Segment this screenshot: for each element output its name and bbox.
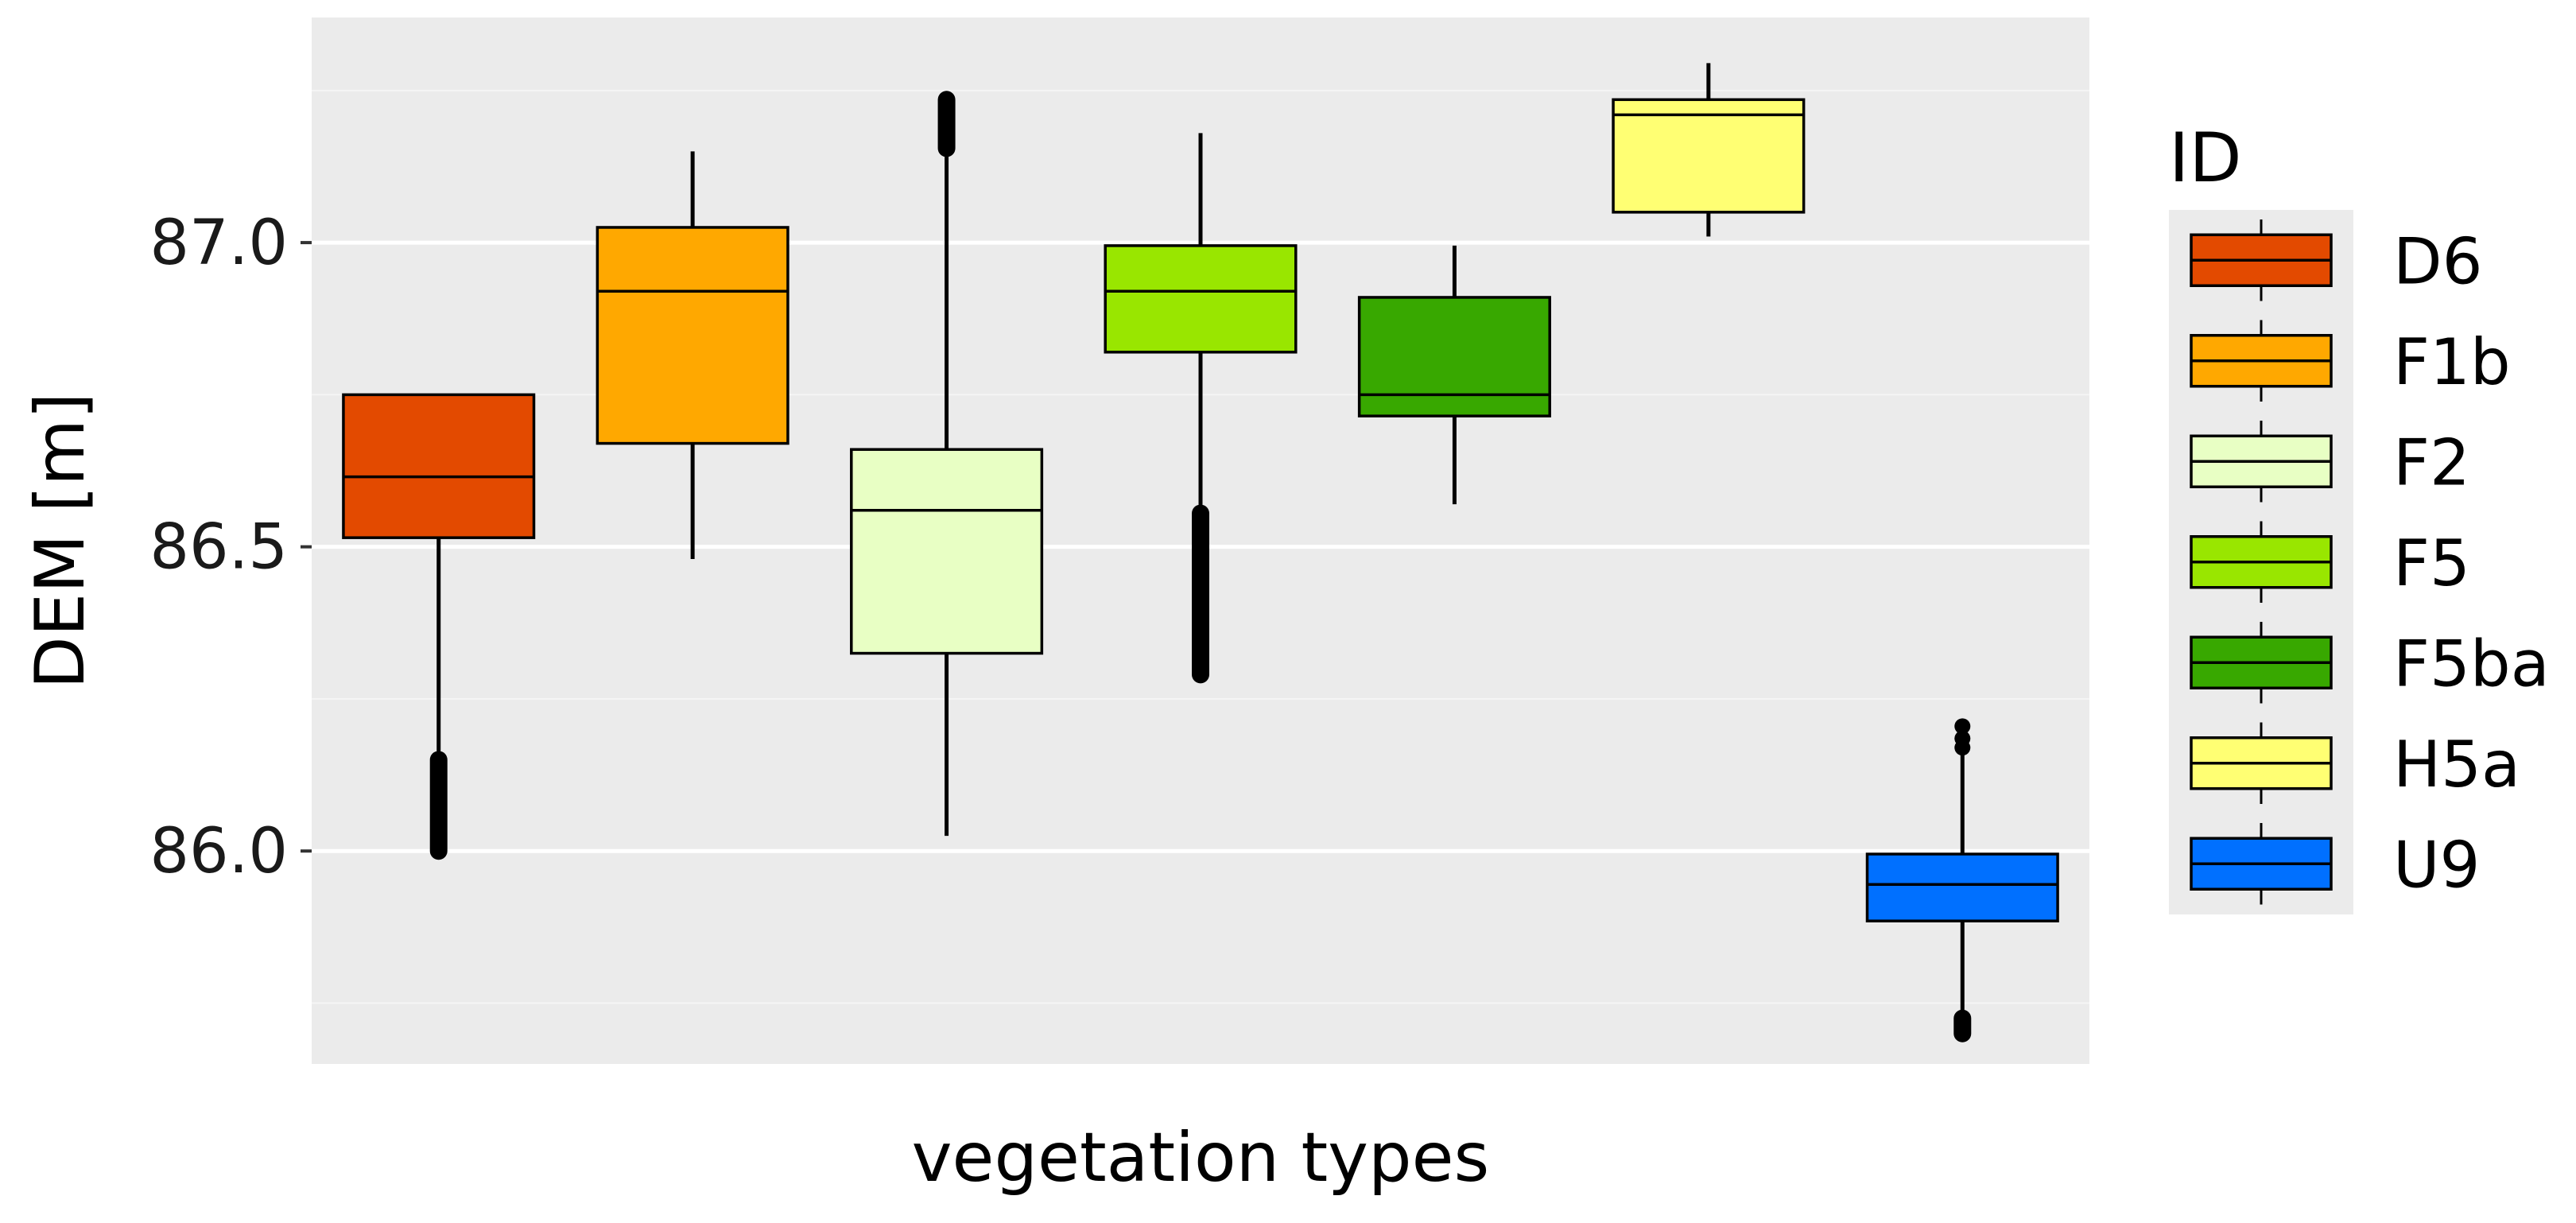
box-h5a (1612, 63, 1806, 237)
y-axis-ticks: 86.0 86.5 87.0 (149, 208, 312, 887)
box-rect (1104, 244, 1298, 354)
box-rect (1612, 98, 1806, 214)
y-axis-title: DEM [m] (21, 393, 100, 689)
box-f1b (596, 151, 789, 559)
outlier-point (1954, 730, 1971, 747)
box-f5ba (1357, 245, 1551, 505)
legend-label: U9 (2393, 828, 2480, 902)
legend-label: F1b (2393, 325, 2511, 399)
box-rect (342, 393, 536, 539)
legend-label: F5 (2393, 526, 2470, 600)
box-rect (596, 226, 789, 445)
box-f5 (1104, 133, 1298, 684)
legend-title: ID (2169, 118, 2242, 198)
legend-item-f1b: F1b (2190, 320, 2511, 402)
legend-item-f2: F2 (2190, 421, 2470, 503)
box-rect (1865, 852, 2059, 922)
legend-item-d6: D6 (2190, 219, 2483, 301)
x-axis-title: vegetation types (912, 1118, 1490, 1198)
y-tick-label: 86.0 (149, 816, 288, 887)
outlier-point (1954, 718, 1971, 735)
y-tick-label: 87.0 (149, 208, 288, 279)
legend-item-h5a: H5a (2190, 722, 2520, 804)
box-d6 (342, 393, 536, 860)
legend-label: H5a (2393, 728, 2520, 802)
box-u9 (1865, 718, 2059, 1042)
box-rect (850, 448, 1044, 655)
legend: D6 F1b F2 F5 F5ba H5a U9 (2190, 219, 2550, 905)
box-f2 (850, 91, 1044, 837)
legend-label: F5ba (2393, 627, 2550, 701)
legend-item-f5: F5 (2190, 521, 2470, 603)
legend-item-f5ba: F5ba (2190, 622, 2550, 704)
legend-label: F2 (2393, 425, 2470, 499)
legend-label: D6 (2393, 224, 2483, 298)
box-rect (1357, 296, 1551, 417)
legend-item-u9: U9 (2190, 823, 2480, 905)
y-tick-label: 86.5 (149, 512, 288, 584)
boxes (342, 63, 2059, 1042)
